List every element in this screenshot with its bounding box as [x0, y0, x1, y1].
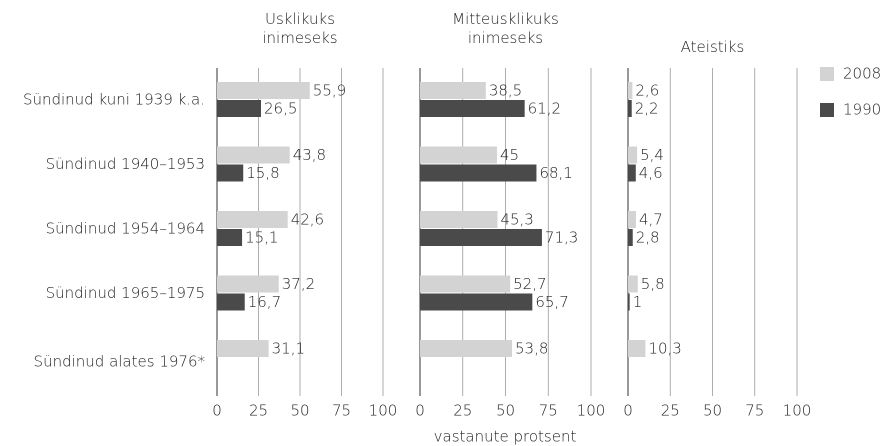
- x-tick-label: 100: [369, 402, 398, 420]
- x-tick-label: 75: [539, 402, 558, 420]
- value-label: 53,8: [515, 340, 548, 358]
- x-tick-label: 75: [745, 402, 764, 420]
- bar: [628, 275, 638, 293]
- bar: [217, 82, 310, 99]
- x-tick-label: 50: [290, 402, 309, 420]
- bar: [420, 211, 498, 228]
- category-label: Sündinud kuni 1939 k.a.: [23, 91, 205, 109]
- value-label: 5,4: [640, 146, 664, 164]
- value-label: 65,7: [535, 293, 568, 311]
- value-label: 16,7: [248, 293, 281, 311]
- x-tick-label: 25: [249, 402, 268, 420]
- value-label: 26,5: [264, 100, 297, 118]
- bar: [628, 211, 636, 228]
- bar: [628, 293, 630, 311]
- value-label: 2,2: [635, 100, 659, 118]
- bar: [628, 100, 632, 117]
- panel-title: Ateistiks: [680, 38, 745, 56]
- bar: [628, 229, 633, 246]
- bar: [217, 293, 245, 311]
- bar: [420, 275, 511, 293]
- value-label: 43,8: [293, 146, 326, 164]
- x-tick-label: 100: [783, 402, 812, 420]
- bar: [217, 146, 290, 164]
- x-tick-label: 50: [496, 402, 515, 420]
- value-label: 55,9: [313, 82, 346, 100]
- legend-swatch: [820, 103, 834, 117]
- bar: [628, 82, 633, 99]
- x-tick-label: 0: [623, 402, 633, 420]
- x-axis-label: vastanute protsent: [434, 428, 577, 446]
- x-tick-label: 50: [703, 402, 722, 420]
- panel-title: Mitteusklikuks inimeseks: [452, 10, 559, 47]
- x-tick-label: 100: [577, 402, 606, 420]
- value-label: 42,6: [291, 211, 324, 229]
- bar: [420, 340, 512, 357]
- x-tick-label: 25: [661, 402, 680, 420]
- category-label: Sündinud 1940–1953: [46, 155, 205, 173]
- category-label: Sündinud 1965–1975: [46, 284, 205, 302]
- x-tick-label: 0: [415, 402, 425, 420]
- value-label: 15,1: [245, 229, 278, 247]
- bar: [420, 146, 497, 164]
- bar: [217, 229, 243, 246]
- legend-label: 1990: [843, 101, 881, 119]
- value-label: 2,6: [635, 82, 659, 100]
- value-label: 52,7: [513, 275, 546, 293]
- value-label: 2,8: [636, 229, 660, 247]
- category-label: Sündinud 1954–1964: [46, 220, 205, 238]
- legend-swatch: [820, 67, 834, 81]
- value-label: 31,1: [272, 340, 305, 358]
- panel-title: Usklikuks inimeseks: [262, 10, 338, 47]
- bar: [217, 100, 261, 117]
- bar: [217, 340, 269, 357]
- bar: [420, 82, 486, 99]
- value-label: 45: [500, 146, 519, 164]
- value-label: 68,1: [539, 164, 572, 182]
- legend-label: 2008: [843, 65, 881, 83]
- bar: [217, 164, 244, 182]
- x-tick-label: 75: [332, 402, 351, 420]
- value-label: 61,2: [528, 100, 561, 118]
- bar: [217, 211, 288, 228]
- value-label: 45,3: [500, 211, 533, 229]
- bar: [420, 100, 525, 117]
- bar: [420, 229, 542, 246]
- x-tick-label: 0: [212, 402, 222, 420]
- category-label: Sündinud alates 1976*: [34, 353, 205, 371]
- value-label: 38,5: [489, 82, 522, 100]
- bar: [628, 164, 636, 182]
- bar: [420, 293, 533, 311]
- x-tick-label: 25: [453, 402, 472, 420]
- bar: [217, 275, 279, 293]
- value-label: 5,8: [641, 275, 665, 293]
- value-label: 15,8: [246, 164, 279, 182]
- value-label: 37,2: [282, 275, 315, 293]
- bar: [420, 164, 537, 182]
- bar: [628, 146, 638, 164]
- value-label: 1: [633, 293, 643, 311]
- value-label: 4,6: [639, 164, 663, 182]
- value-label: 4,7: [639, 211, 663, 229]
- value-label: 71,3: [545, 229, 578, 247]
- value-label: 10,3: [648, 340, 681, 358]
- bar: [628, 340, 646, 357]
